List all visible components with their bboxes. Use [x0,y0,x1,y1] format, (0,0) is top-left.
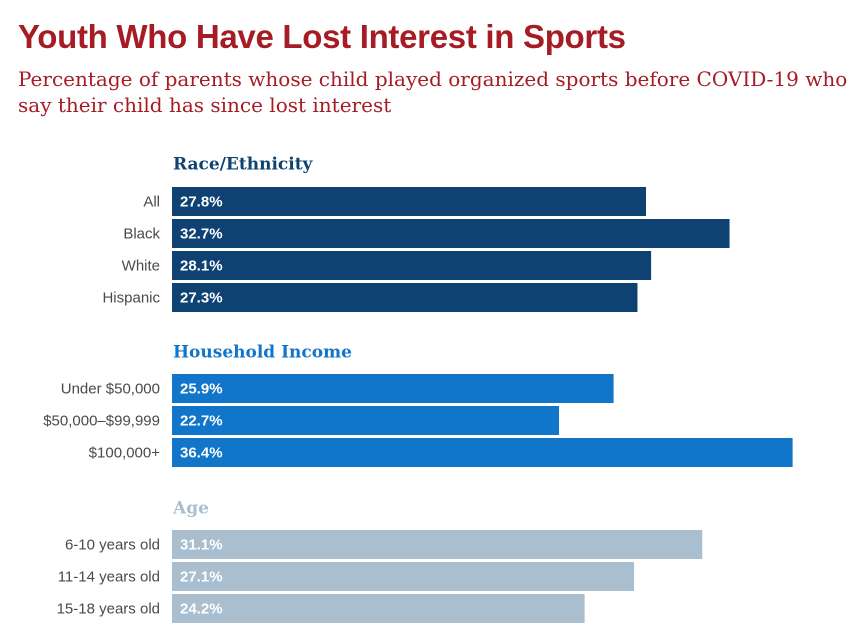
bar [172,251,652,280]
chart-subtitle: Percentage of parents whose child played… [18,67,848,117]
bar [172,562,635,591]
category-label: $50,000–$99,999 [43,412,160,429]
bar [172,283,638,312]
category-label: All [143,193,160,210]
category-label: 15-18 years old [57,600,160,617]
data-label: 27.3% [180,289,223,306]
data-label: 25.9% [180,380,223,397]
category-label: 11-14 years old [58,568,160,585]
data-label: 27.8% [180,193,223,210]
bar [172,594,585,623]
data-label: 31.1% [180,536,223,553]
category-label: Under $50,000 [61,380,160,397]
bar [172,187,646,216]
category-label: $100,000+ [89,444,161,461]
data-label: 22.7% [180,412,223,429]
group-title: Age [172,499,209,519]
chart-title: Youth Who Have Lost Interest in Sports [18,18,626,55]
group-title: Household Income [173,343,352,363]
data-label: 32.7% [180,225,223,242]
bar [172,530,703,559]
group-title: Race/Ethnicity [173,155,314,175]
bar [172,438,793,467]
bar [172,374,614,403]
category-label: White [122,257,160,274]
data-label: 36.4% [180,444,223,461]
data-label: 27.1% [180,568,223,585]
bar [172,406,560,435]
category-label: Black [123,225,160,242]
data-label: 28.1% [180,257,223,274]
bar [172,219,730,248]
category-label: 6-10 years old [65,536,160,553]
category-label: Hispanic [102,289,160,306]
data-label: 24.2% [180,600,223,617]
